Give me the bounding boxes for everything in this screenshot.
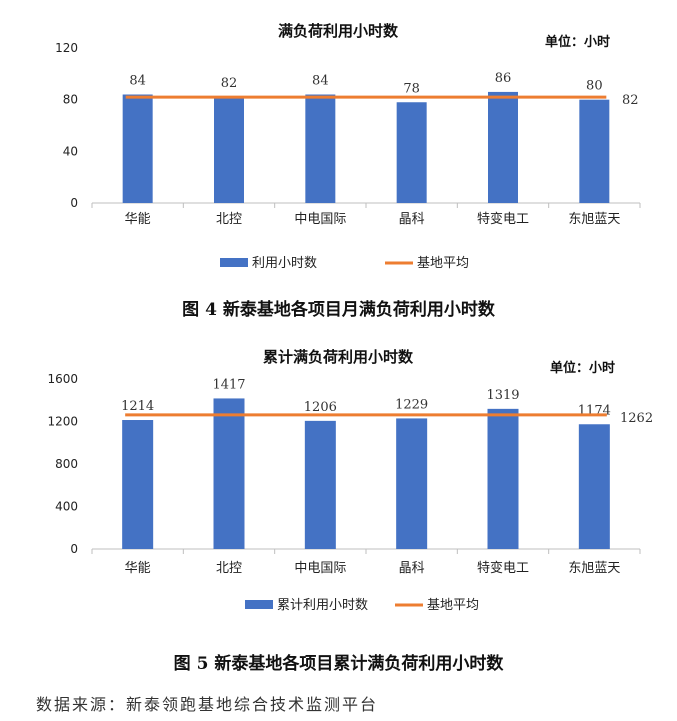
- category-label: 东旭蓝天: [568, 212, 620, 227]
- chart-monthly-hours: 满负荷利用小时数单位：小时 0 40 80 120 84 华能 82 北控 84 中电国际 78 晶科 8…: [0, 0, 677, 285]
- legend-bar-label: 累计利用小时数: [277, 598, 368, 613]
- y-tick-label: 800: [55, 457, 78, 471]
- bar: [305, 94, 336, 203]
- data-source-note: 数据来源：新泰领跑基地综合技术监测平台: [36, 695, 379, 714]
- y-tick-label: 1200: [47, 415, 78, 429]
- bar: [396, 418, 428, 549]
- legend-line-label: 基地平均: [427, 598, 479, 613]
- category-label: 中电国际: [294, 212, 346, 227]
- unit-label: 单位：小时: [550, 360, 615, 376]
- bar: [396, 102, 427, 203]
- legend-line-label: 基地平均: [417, 256, 469, 271]
- bar-data-label: 1229: [395, 397, 428, 412]
- bar: [214, 97, 244, 203]
- legend-bar-swatch: [220, 258, 248, 267]
- legend-bar-swatch: [245, 600, 273, 609]
- category-label: 特变电工: [477, 560, 529, 576]
- bar-data-label: 78: [403, 81, 420, 96]
- category-label: 北控: [216, 212, 242, 227]
- bar: [578, 424, 610, 549]
- bar-data-label: 1319: [486, 388, 519, 403]
- category-label: 华能: [125, 561, 151, 576]
- chart-title: 累计满负荷利用小时数: [263, 348, 414, 366]
- average-line-label: 1262: [620, 411, 653, 426]
- category-label: 晶科: [399, 212, 425, 227]
- bar-data-label: 86: [495, 71, 512, 86]
- bar-data-label: 1206: [304, 400, 337, 415]
- category-label: 东旭蓝天: [568, 561, 620, 576]
- bar: [487, 408, 519, 549]
- category-label: 北控: [216, 561, 242, 576]
- bar: [304, 420, 336, 549]
- y-tick-label: 80: [63, 93, 78, 107]
- bar-data-label: 84: [129, 74, 146, 89]
- bar-data-label: 84: [312, 74, 329, 89]
- category-label: 中电国际: [294, 561, 346, 576]
- bar: [122, 94, 153, 203]
- bar: [488, 91, 518, 203]
- bar-data-label: 1214: [121, 399, 154, 414]
- y-tick-label: 120: [55, 41, 78, 55]
- average-line-label: 82: [622, 93, 639, 108]
- y-tick-label: 1600: [47, 372, 78, 386]
- legend-bar-label: 利用小时数: [252, 256, 317, 271]
- bar-data-label: 82: [221, 76, 238, 91]
- chart-cumulative-hours: 累计满负荷利用小时数单位：小时 0 400 800 1200 1600 1214 华能 1417…: [0, 340, 677, 630]
- chart-title: 满负荷利用小时数: [278, 22, 399, 40]
- bar: [579, 99, 610, 203]
- bar-data-label: 1417: [212, 377, 245, 392]
- figure-5-caption: 图 5 新泰基地各项目累计满负荷利用小时数: [173, 654, 504, 674]
- y-tick-label: 400: [55, 500, 78, 514]
- bar-data-label: 80: [586, 79, 603, 94]
- y-tick-label: 0: [70, 542, 78, 556]
- y-tick-label: 40: [63, 144, 78, 158]
- bar: [122, 420, 154, 549]
- unit-label: 单位：小时: [545, 34, 610, 50]
- category-label: 华能: [125, 212, 151, 227]
- category-label: 晶科: [399, 561, 425, 576]
- y-tick-label: 0: [70, 196, 78, 210]
- category-label: 特变电工: [477, 211, 529, 227]
- figure-4-caption: 图 4 新泰基地各项目月满负荷利用小时数: [182, 300, 495, 320]
- bar: [213, 398, 245, 549]
